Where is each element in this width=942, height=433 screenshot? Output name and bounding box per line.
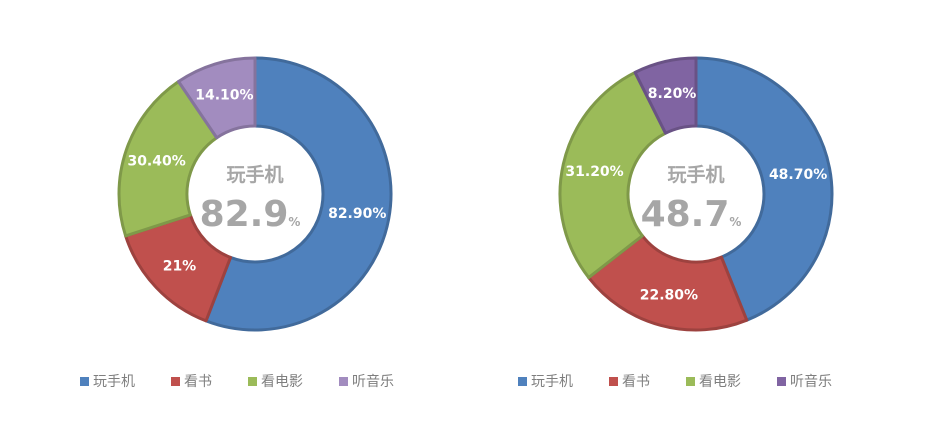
slice-data-label: 8.20% (648, 86, 697, 102)
legend-swatch (609, 376, 618, 386)
center-unit: % (729, 215, 741, 229)
slice-3 (117, 80, 219, 238)
legend-label: 看电影 (699, 374, 741, 390)
slice-1 (694, 56, 834, 322)
donut-chart-left: 82.90% 21% 30.40% 14.10% 玩手机 82.9% (117, 56, 393, 332)
slice-data-label: 30.40% (127, 153, 185, 169)
legend-swatch (339, 376, 348, 386)
legend-label: 看书 (622, 374, 650, 390)
legend-item: 看电影 (248, 371, 303, 391)
center-title: 玩手机 (667, 163, 724, 186)
slice-data-label: 22.80% (640, 287, 698, 303)
slice-4 (633, 56, 698, 135)
legend-label: 看电影 (261, 374, 303, 390)
slice-data-label: 21% (163, 258, 197, 274)
slice-3 (558, 70, 668, 280)
legend-item: 玩手机 (80, 371, 135, 391)
legend-swatch (80, 376, 89, 386)
legend-swatch (518, 376, 527, 386)
center-unit: % (288, 215, 300, 229)
legend-item: 听音乐 (777, 371, 832, 391)
slice-1 (204, 56, 393, 332)
slice-data-label: 14.10% (195, 88, 253, 104)
slice-2 (587, 234, 749, 332)
slice-data-label: 48.70% (769, 167, 827, 183)
center-title: 玩手机 (226, 163, 283, 186)
center-value: 82.9% (200, 194, 301, 235)
legend-label: 玩手机 (93, 374, 135, 390)
legend-swatch (686, 376, 695, 386)
legend-item: 听音乐 (339, 371, 394, 391)
slice-data-label: 31.20% (565, 164, 623, 180)
donut-chart-right: 48.70% 22.80% 31.20% 8.20% 玩手机 48.7% (558, 56, 834, 332)
legend-swatch (777, 376, 786, 386)
legend-label: 玩手机 (531, 374, 573, 390)
center-value: 48.7% (641, 194, 742, 235)
legend-item: 看书 (609, 371, 650, 391)
legend-label: 看书 (184, 374, 212, 390)
legend-item: 看电影 (686, 371, 741, 391)
legend-swatch (248, 376, 257, 386)
legend-swatch (171, 376, 180, 386)
legend-label: 听音乐 (352, 374, 394, 390)
slice-4 (177, 56, 257, 140)
legend-right: 玩手机 看书 看电影 听音乐 (518, 371, 832, 391)
legend-item: 看书 (171, 371, 212, 391)
legend-left: 玩手机 看书 看电影 听音乐 (80, 371, 394, 391)
legend-label: 听音乐 (790, 374, 832, 390)
slice-data-label: 82.90% (328, 206, 386, 222)
legend-item: 玩手机 (518, 371, 573, 391)
